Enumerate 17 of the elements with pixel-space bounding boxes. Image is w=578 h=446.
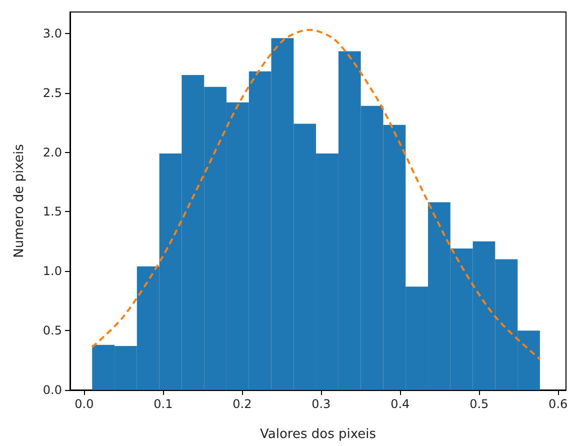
x-tick-label: 0.4 [390,397,410,411]
x-tick-label: 0.1 [154,397,173,411]
x-axis-title: Valores dos pixeis [260,427,376,442]
x-tick-label: 0.3 [312,397,331,411]
y-tick-label: 0.0 [42,383,62,397]
y-tick-label: 2.5 [42,86,62,100]
y-tick-label: 1.5 [42,204,62,219]
y-tick-label: 1.0 [42,264,62,278]
y-tick-label: 3.0 [42,26,62,40]
y-axis-title: Numero de pixeis [12,144,27,258]
x-tick-label: 0.0 [74,397,94,411]
x-tick-label: 0.6 [548,397,568,411]
line-series [91,28,541,360]
x-tick-label: 0.5 [470,397,489,411]
y-tick-label: 0.5 [42,324,62,338]
x-tick-label: 0.2 [232,397,252,411]
y-tick-label: 2.0 [42,145,62,160]
